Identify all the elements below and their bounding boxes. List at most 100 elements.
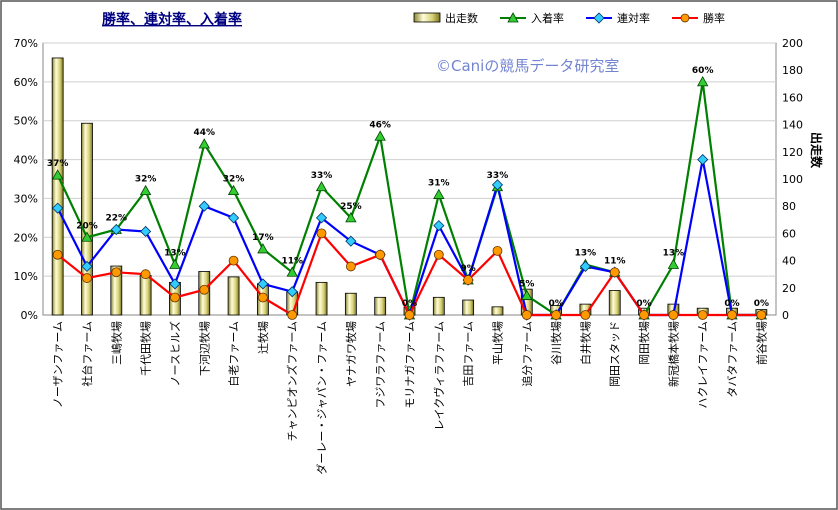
bar	[374, 296, 387, 316]
point	[667, 258, 680, 269]
y-left-tick-label: 50%	[14, 115, 38, 128]
point	[169, 278, 181, 290]
point	[140, 269, 151, 280]
data-label: 31%	[428, 179, 450, 189]
legend-label: 入着率	[531, 11, 564, 25]
point	[521, 310, 532, 320]
data-label: 44%	[193, 128, 215, 138]
point	[52, 249, 63, 260]
x-tick-label: ヤナガワ牧場	[344, 321, 358, 387]
point	[111, 267, 122, 278]
data-label: 9%	[460, 264, 475, 274]
x-tick-label: ハクレイファーム	[697, 321, 710, 409]
plot-area	[42, 42, 777, 316]
point	[257, 292, 268, 303]
point	[315, 212, 328, 224]
y-left-tick-label: 20%	[14, 231, 38, 244]
point	[345, 261, 356, 272]
x-tick-label: 岡田牧場	[637, 321, 651, 365]
point	[404, 310, 415, 320]
point	[198, 138, 210, 149]
data-label: 0%	[754, 299, 769, 309]
point	[668, 310, 679, 320]
bar	[344, 292, 357, 316]
point	[579, 260, 591, 272]
data-label: 11%	[604, 256, 626, 266]
point	[433, 220, 445, 232]
y-left-tick-label: 30%	[14, 192, 38, 205]
point	[492, 245, 503, 256]
data-label: 13%	[164, 248, 186, 258]
point	[139, 184, 152, 196]
point	[374, 130, 386, 141]
point	[551, 310, 561, 320]
data-label: 0%	[724, 299, 739, 309]
data-label: 32%	[135, 175, 157, 185]
point	[316, 228, 327, 239]
x-tick-label: ダーレー・ジャパン・ファーム	[315, 321, 329, 475]
x-tick-label: ノーザンファーム	[52, 321, 65, 408]
data-label: 33%	[487, 171, 509, 181]
point	[81, 260, 93, 272]
y-right-tick-label: 140	[782, 119, 803, 132]
bar	[491, 306, 504, 316]
data-label: 33%	[311, 171, 333, 181]
point	[198, 200, 210, 212]
x-tick-label: 新冠橋本牧場	[666, 321, 680, 387]
point	[491, 179, 504, 191]
legend-marker	[680, 13, 690, 23]
x-tick-label: 追分ファーム	[520, 321, 534, 387]
point	[580, 310, 591, 320]
y-right-tick-label: 120	[782, 146, 803, 159]
legend-label: 連対率	[617, 11, 650, 25]
x-tick-label: 白老ファーム	[227, 321, 241, 387]
bar	[110, 265, 123, 316]
data-label: 37%	[47, 159, 69, 169]
x-tick-label: タバタファーム	[726, 321, 739, 398]
bar	[227, 276, 240, 316]
point	[199, 284, 210, 295]
point	[82, 273, 92, 283]
x-tick-label: レイクヴィラファーム	[432, 321, 446, 430]
bar	[139, 275, 152, 316]
point	[463, 275, 474, 285]
point	[345, 212, 357, 223]
x-tick-label: 辻牧場	[256, 321, 270, 354]
point	[287, 310, 298, 320]
point	[110, 223, 122, 236]
x-tick-label: 岡田スタッド	[609, 321, 622, 387]
legend: 出走数 入着率 連対率 勝率	[413, 11, 725, 25]
point	[286, 266, 298, 277]
point	[697, 310, 708, 320]
y-right-tick-label: 40	[782, 255, 796, 268]
data-label: 17%	[252, 233, 274, 243]
data-label: 22%	[106, 214, 128, 224]
point	[609, 267, 620, 278]
bar	[462, 299, 475, 316]
point	[140, 225, 152, 238]
bar	[51, 57, 64, 316]
data-label: 60%	[692, 66, 714, 76]
watermark: ©Caniの競馬データ研究室	[436, 57, 619, 75]
y-right-tick-label: 60	[782, 227, 796, 240]
y-left-tick-label: 60%	[14, 76, 38, 89]
y-right-tick-label: 160	[782, 91, 803, 104]
x-tick-label: 下河辺牧場	[197, 321, 211, 376]
y-right-tick-label: 100	[782, 173, 803, 186]
point	[345, 235, 357, 247]
y-left-tick-label: 40%	[14, 154, 38, 167]
bar	[315, 281, 328, 316]
data-label: 0%	[402, 299, 417, 309]
data-label: 0%	[548, 299, 563, 309]
data-label: 46%	[369, 120, 391, 130]
y-axis-right-label: 出走数	[809, 132, 824, 169]
y-right-tick-label: 80	[782, 200, 796, 213]
x-tick-label: フジワラファーム	[374, 321, 387, 409]
legend-marker	[593, 12, 605, 24]
point	[521, 289, 533, 300]
x-tick-label: 谷川牧場	[549, 321, 563, 365]
point	[52, 202, 64, 214]
y-axis-right: 0 20 40 60 80 100 120 140 160 180 200	[782, 37, 803, 322]
x-tick-label: 千代田牧場	[139, 321, 153, 376]
